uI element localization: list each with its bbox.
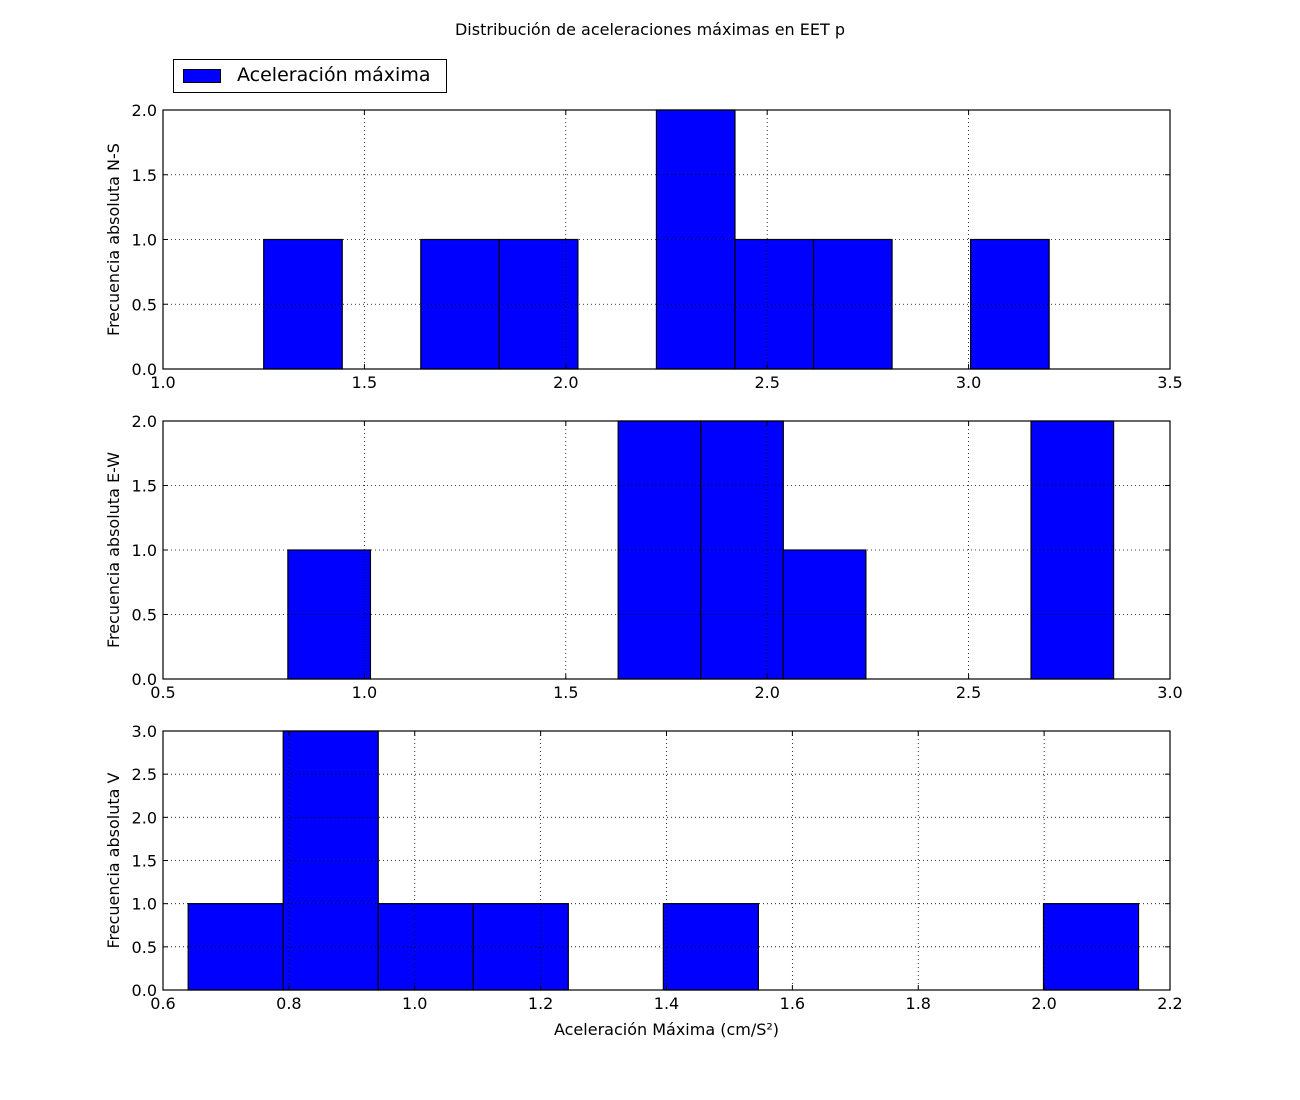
histogram-bar bbox=[263, 238, 343, 370]
x-tick-label: 1.0 bbox=[352, 683, 377, 702]
x-tick-label: 1.4 bbox=[654, 994, 679, 1013]
y-axis-label: Frecuencia absoluta N-S bbox=[104, 143, 123, 336]
y-axis-label: Frecuencia absoluta V bbox=[104, 772, 123, 948]
histogram-bar bbox=[734, 238, 815, 370]
x-tick-label: 1.5 bbox=[553, 683, 578, 702]
subplot-1: 1.0 1.5 2.0 2.5 3.0 3.5 0.0 0.5 1.0 1.5 2.0 Frecuen… bbox=[104, 101, 1183, 392]
y-tick-label: 1.0 bbox=[132, 231, 157, 250]
subplot-2: 0.5 1.0 1.5 2.0 2.5 3.00.00.51.01.52.0Frecuen… bbox=[104, 412, 1183, 702]
y-tick-label: 0.0 bbox=[132, 360, 157, 379]
x-tick-label: 1.0 bbox=[150, 373, 175, 392]
x-tick-label: 3.0 bbox=[956, 373, 981, 392]
y-axis-label: Frecuencia absoluta E-W bbox=[104, 452, 123, 648]
x-tick-label: 2.0 bbox=[1031, 994, 1056, 1013]
histogram-bar bbox=[662, 903, 759, 991]
x-tick-label: 3.5 bbox=[1157, 373, 1182, 392]
plot-frame bbox=[162, 420, 1171, 680]
x-tick-label: 2.5 bbox=[956, 683, 981, 702]
x-tick-label: 2.5 bbox=[754, 373, 779, 392]
histogram-bar bbox=[812, 238, 893, 370]
chart-title: Distribución de aceleraciones máximas en… bbox=[454, 20, 845, 39]
histogram-bar bbox=[377, 903, 474, 991]
y-tick-label: 0.5 bbox=[132, 938, 157, 957]
y-tick-label: 1.5 bbox=[132, 477, 157, 496]
x-tick-label: 0.5 bbox=[150, 683, 175, 702]
histogram-bar bbox=[782, 549, 867, 680]
y-tick-label: 2.0 bbox=[132, 808, 157, 827]
legend-label: Aceleración máxima bbox=[237, 64, 431, 86]
plot-frame bbox=[162, 730, 1171, 991]
x-tick-label: 1.2 bbox=[528, 994, 553, 1013]
x-tick-label: 2.2 bbox=[1157, 994, 1182, 1013]
x-axis-label: Aceleración Máxima (cm/S²) bbox=[554, 1020, 779, 1039]
histogram-bar bbox=[970, 238, 1050, 370]
histogram-bar bbox=[472, 903, 569, 991]
legend: Aceleración máxima bbox=[173, 59, 447, 93]
y-tick-label: 0.5 bbox=[132, 606, 157, 625]
x-tick-label: 1.0 bbox=[402, 994, 427, 1013]
x-tick-label: 2.0 bbox=[754, 683, 779, 702]
y-tick-label: 2.0 bbox=[132, 412, 157, 431]
y-tick-label: 0.5 bbox=[132, 295, 157, 314]
x-tick-label: 0.6 bbox=[150, 994, 175, 1013]
x-tick-label: 2.0 bbox=[553, 373, 578, 392]
legend-swatch bbox=[183, 69, 221, 83]
y-tick-label: 0.0 bbox=[132, 981, 157, 1000]
y-tick-label: 1.5 bbox=[132, 852, 157, 871]
y-tick-label: 1.0 bbox=[132, 895, 157, 914]
y-tick-label: 3.0 bbox=[132, 722, 157, 741]
subplot-3: 0.6 0.8 1.0 1.2 1.4 1.6 1.8 2.0 2.2 0.0 0.5 1.0 1.5 2… bbox=[104, 722, 1183, 1039]
x-tick-label: 0.8 bbox=[276, 994, 301, 1013]
histogram-bar bbox=[287, 549, 372, 680]
x-tick-label: 1.8 bbox=[906, 994, 931, 1013]
y-tick-label: 1.0 bbox=[132, 541, 157, 560]
x-tick-label: 3.0 bbox=[1157, 683, 1182, 702]
x-tick-label: 1.6 bbox=[780, 994, 805, 1013]
y-tick-label: 2.5 bbox=[132, 765, 157, 784]
y-tick-label: 2.0 bbox=[132, 101, 157, 120]
y-tick-label: 0.0 bbox=[132, 670, 157, 689]
y-tick-label: 1.5 bbox=[132, 166, 157, 185]
histogram-bar bbox=[700, 420, 784, 680]
x-tick-label: 1.5 bbox=[352, 373, 377, 392]
plot-frame bbox=[162, 109, 1171, 370]
histogram-bar bbox=[1030, 420, 1115, 680]
